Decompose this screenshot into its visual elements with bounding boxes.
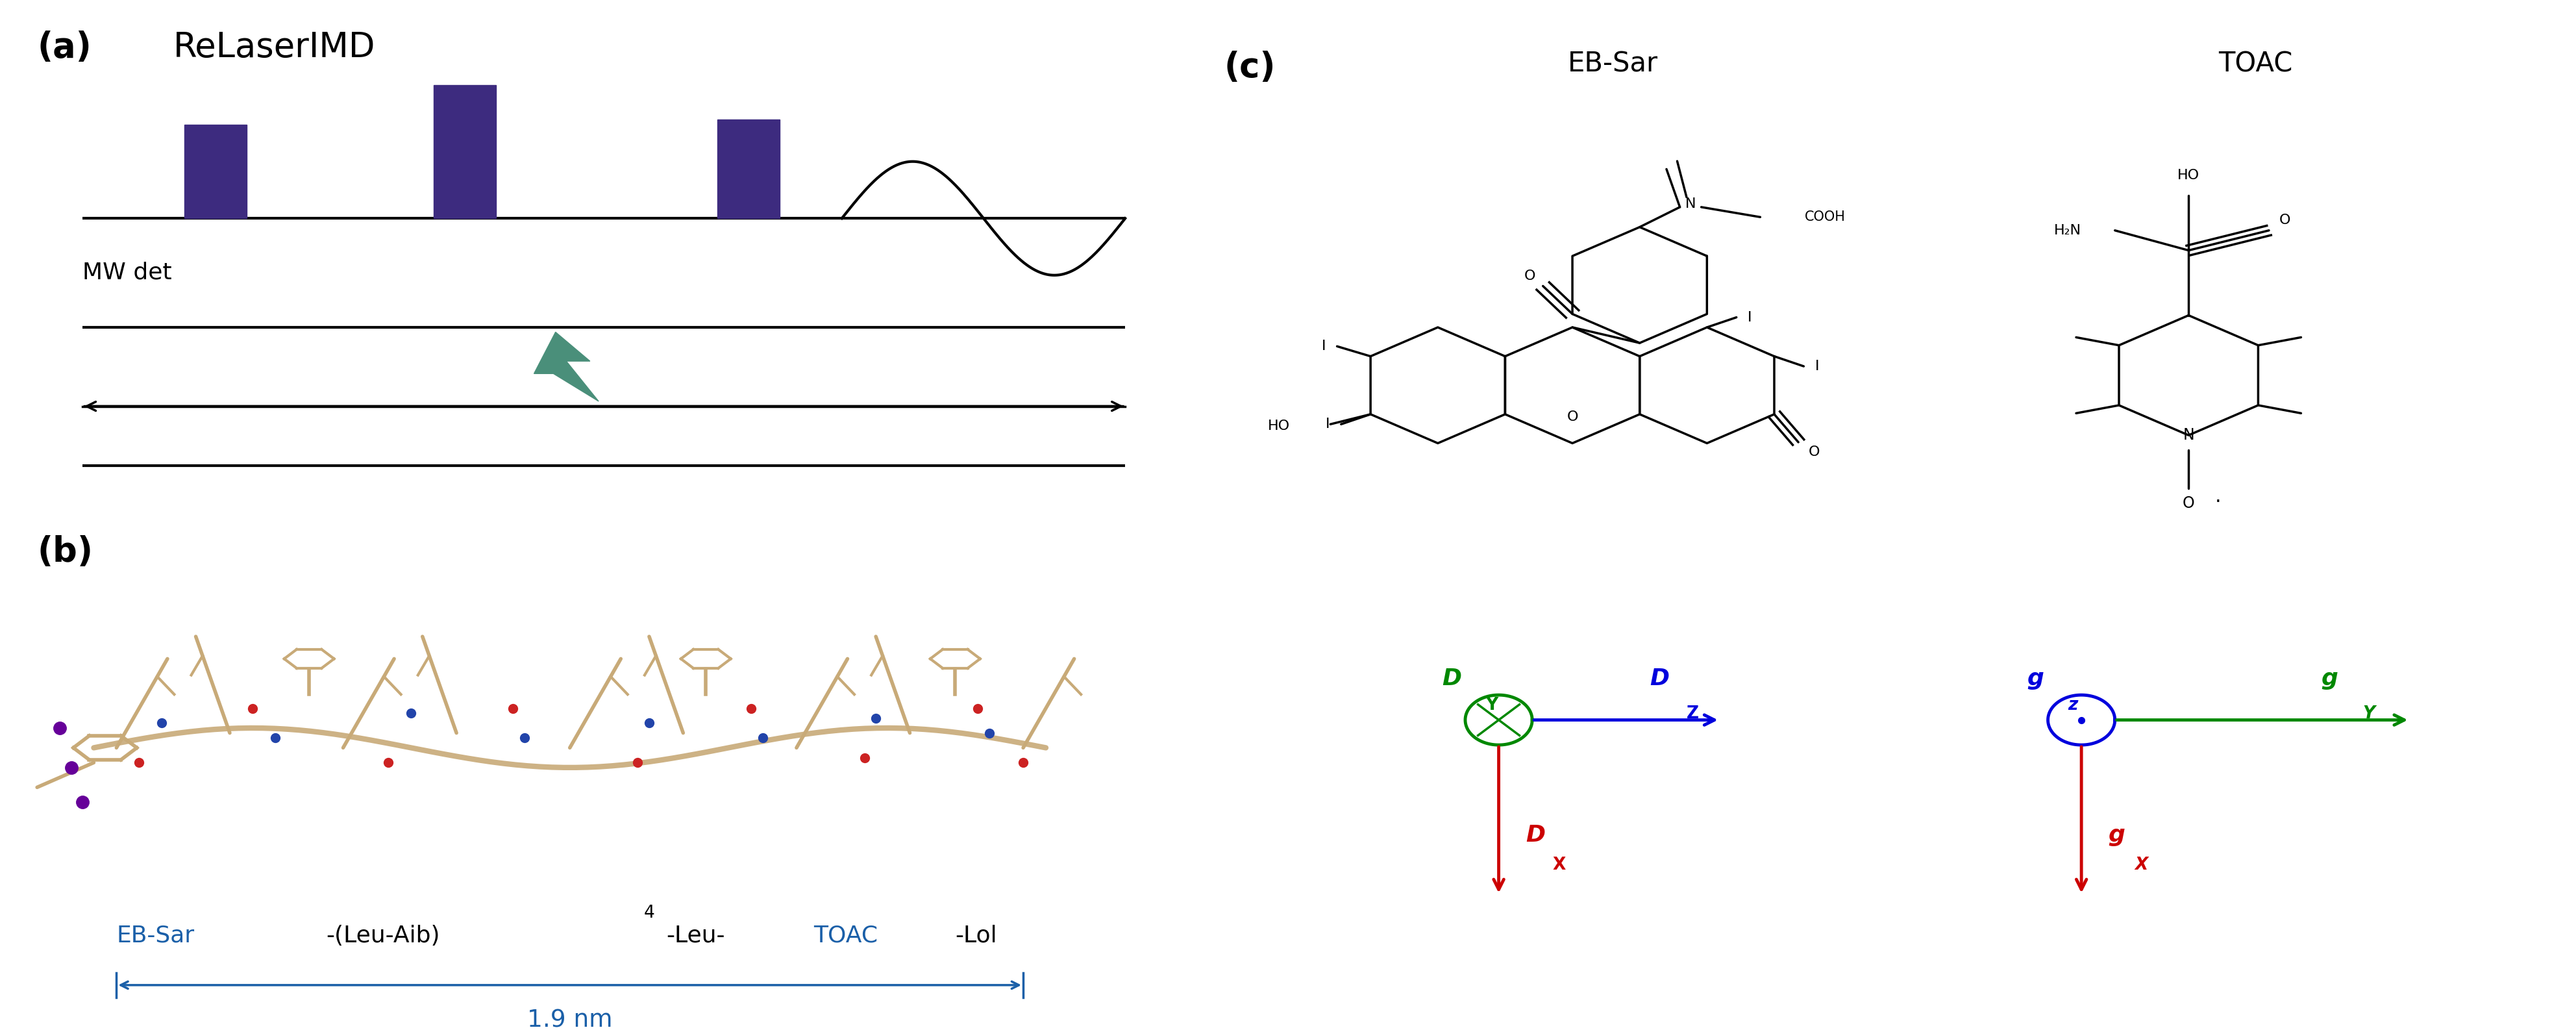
Bar	[716, 119, 781, 218]
Text: TOAC: TOAC	[2218, 50, 2293, 78]
Text: Z: Z	[1687, 705, 1698, 722]
Text: g: g	[2107, 824, 2125, 846]
Text: X: X	[2136, 857, 2148, 873]
Text: HO: HO	[1267, 420, 1291, 433]
Text: MW det: MW det	[82, 262, 173, 284]
Text: O: O	[2280, 214, 2290, 227]
Text: D: D	[1525, 824, 1546, 846]
Text: I: I	[1816, 359, 1819, 373]
Text: EB-Sar: EB-Sar	[116, 925, 193, 947]
Bar	[185, 125, 247, 218]
Text: -Leu-: -Leu-	[667, 925, 724, 947]
Polygon shape	[533, 332, 598, 402]
Text: -(Leu-Aib): -(Leu-Aib)	[327, 925, 440, 947]
Text: X: X	[1553, 857, 1566, 873]
Text: COOH: COOH	[1803, 210, 1844, 224]
Text: O: O	[2182, 495, 2195, 511]
Text: O: O	[1808, 446, 1821, 458]
Text: TOAC: TOAC	[814, 925, 878, 947]
Text: Y: Y	[1486, 697, 1497, 714]
Text: -Lol: -Lol	[956, 925, 997, 947]
Text: D: D	[1443, 667, 1461, 690]
Text: (c): (c)	[1224, 50, 1275, 84]
Text: EB-Sar: EB-Sar	[1566, 50, 1659, 78]
Text: z: z	[2069, 697, 2079, 714]
Text: I: I	[1321, 340, 1327, 353]
Text: Y: Y	[2362, 705, 2375, 722]
Text: g: g	[2027, 667, 2043, 690]
Text: O: O	[1525, 270, 1535, 282]
Bar	[433, 84, 497, 218]
Text: I: I	[1747, 311, 1752, 323]
Text: N: N	[2182, 427, 2195, 443]
Text: ·: ·	[2215, 492, 2221, 512]
Text: 1.9 nm: 1.9 nm	[528, 1008, 613, 1030]
Text: (a): (a)	[36, 31, 93, 64]
Text: I: I	[1327, 418, 1329, 431]
Text: g: g	[2321, 667, 2336, 690]
Text: O: O	[1566, 411, 1579, 423]
Text: (b): (b)	[36, 536, 93, 569]
Text: HO: HO	[2177, 169, 2200, 182]
Text: H₂N: H₂N	[2053, 224, 2081, 237]
Text: ReLaserIMD: ReLaserIMD	[173, 31, 376, 64]
Text: 4: 4	[644, 905, 654, 922]
Text: D: D	[1649, 667, 1669, 690]
Text: N: N	[1685, 198, 1695, 210]
